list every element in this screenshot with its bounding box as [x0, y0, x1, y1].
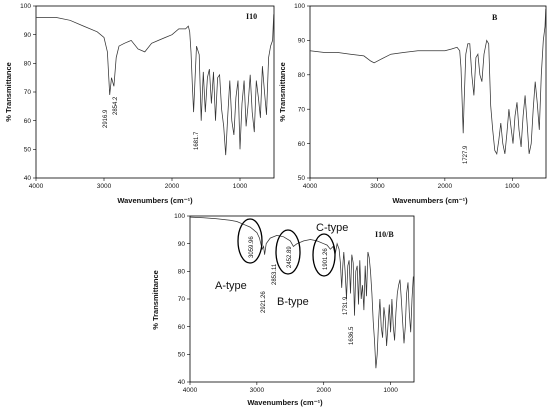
spectrum-line — [36, 14, 275, 156]
y-tick-label: 60 — [24, 118, 32, 125]
y-tick-label: 90 — [178, 241, 186, 248]
x-tick-label: 3000 — [97, 183, 112, 190]
peak-label-2853-11: 2853.11 — [272, 263, 278, 285]
y-tick-label: 70 — [298, 106, 306, 113]
x-tick-label: 2000 — [316, 387, 331, 394]
y-tick-label: 60 — [298, 141, 306, 148]
peak-label-1901-26: 1901.26 — [323, 248, 329, 270]
y-tick-label: 80 — [178, 269, 186, 276]
x-tick-label: 4000 — [303, 183, 318, 190]
y-tick-label: 50 — [178, 352, 186, 359]
peak-label-2921-26: 2921.26 — [261, 291, 267, 313]
y-tick-label: 50 — [298, 175, 306, 182]
chart-panel-b: % Transmittance Wavenumbers (cm⁻¹) B 400… — [278, 3, 547, 205]
x-axis-label: Wavenumbers (cm⁻¹) — [392, 196, 468, 205]
x-axis-label: Wavenumbers (cm⁻¹) — [247, 398, 323, 407]
y-tick-label: 60 — [178, 324, 186, 331]
y-tick-label: 80 — [298, 72, 306, 79]
y-tick-label: 40 — [24, 175, 32, 182]
x-tick-label: 1000 — [233, 183, 248, 190]
chart-panel-i10-b: % Transmittance Wavenumbers (cm⁻¹) I10/B… — [151, 213, 415, 407]
panel-tag: B — [492, 13, 498, 22]
chart-panel-i10: % Transmittance Wavenumbers (cm⁻¹) I10 4… — [4, 3, 275, 205]
y-tick-label: 70 — [178, 296, 186, 303]
y-axis-label: % Transmittance — [151, 270, 160, 330]
y-tick-label: 90 — [24, 32, 32, 39]
y-tick-label: 100 — [294, 3, 305, 10]
c-type-ellipse — [312, 233, 336, 277]
y-tick-label: 40 — [178, 379, 186, 386]
y-tick-label: 100 — [174, 213, 185, 220]
spectrum-line — [189, 216, 414, 369]
peak-label-1681-7: 1681.7 — [194, 131, 200, 150]
x-tick-label: 4000 — [183, 387, 198, 394]
peak-label-2452-89: 2452.89 — [287, 246, 293, 268]
peak-label-3059-96: 3059.96 — [249, 236, 255, 258]
x-tick-label: 1000 — [505, 183, 520, 190]
a-type-label: A-type — [215, 280, 247, 292]
peak-label-2854-2: 2854.2 — [113, 96, 119, 115]
y-tick-label: 100 — [20, 3, 31, 10]
plot-frame — [309, 5, 547, 179]
x-tick-label: 3000 — [370, 183, 385, 190]
x-axis-label: Wavenumbers (cm⁻¹) — [117, 196, 193, 205]
x-tick-label: 4000 — [29, 183, 44, 190]
a-type-ellipse — [237, 218, 263, 264]
y-tick-label: 90 — [298, 38, 306, 45]
y-axis-label: % Transmittance — [278, 62, 287, 122]
y-tick-label: 80 — [24, 61, 32, 68]
y-tick-label: 70 — [24, 89, 32, 96]
b-type-label: B-type — [277, 296, 309, 308]
x-tick-label: 2000 — [165, 183, 180, 190]
peak-label-1727-9: 1727.9 — [463, 145, 469, 164]
panel-tag: I10 — [246, 12, 257, 21]
x-tick-label: 3000 — [250, 387, 265, 394]
x-tick-label: 2000 — [438, 183, 453, 190]
c-type-label: C-type — [316, 222, 348, 234]
panel-tag: I10/B — [375, 230, 394, 239]
b-type-ellipse — [275, 229, 301, 275]
peak-label-1636-5: 1636.5 — [349, 326, 355, 345]
peak-label-2916-9: 2916.9 — [103, 109, 109, 128]
y-axis-label: % Transmittance — [4, 62, 13, 122]
x-tick-label: 1000 — [383, 387, 398, 394]
peak-label-1731-9: 1731.9 — [343, 296, 349, 315]
spectrum-line — [309, 9, 547, 156]
y-tick-label: 50 — [24, 147, 32, 154]
